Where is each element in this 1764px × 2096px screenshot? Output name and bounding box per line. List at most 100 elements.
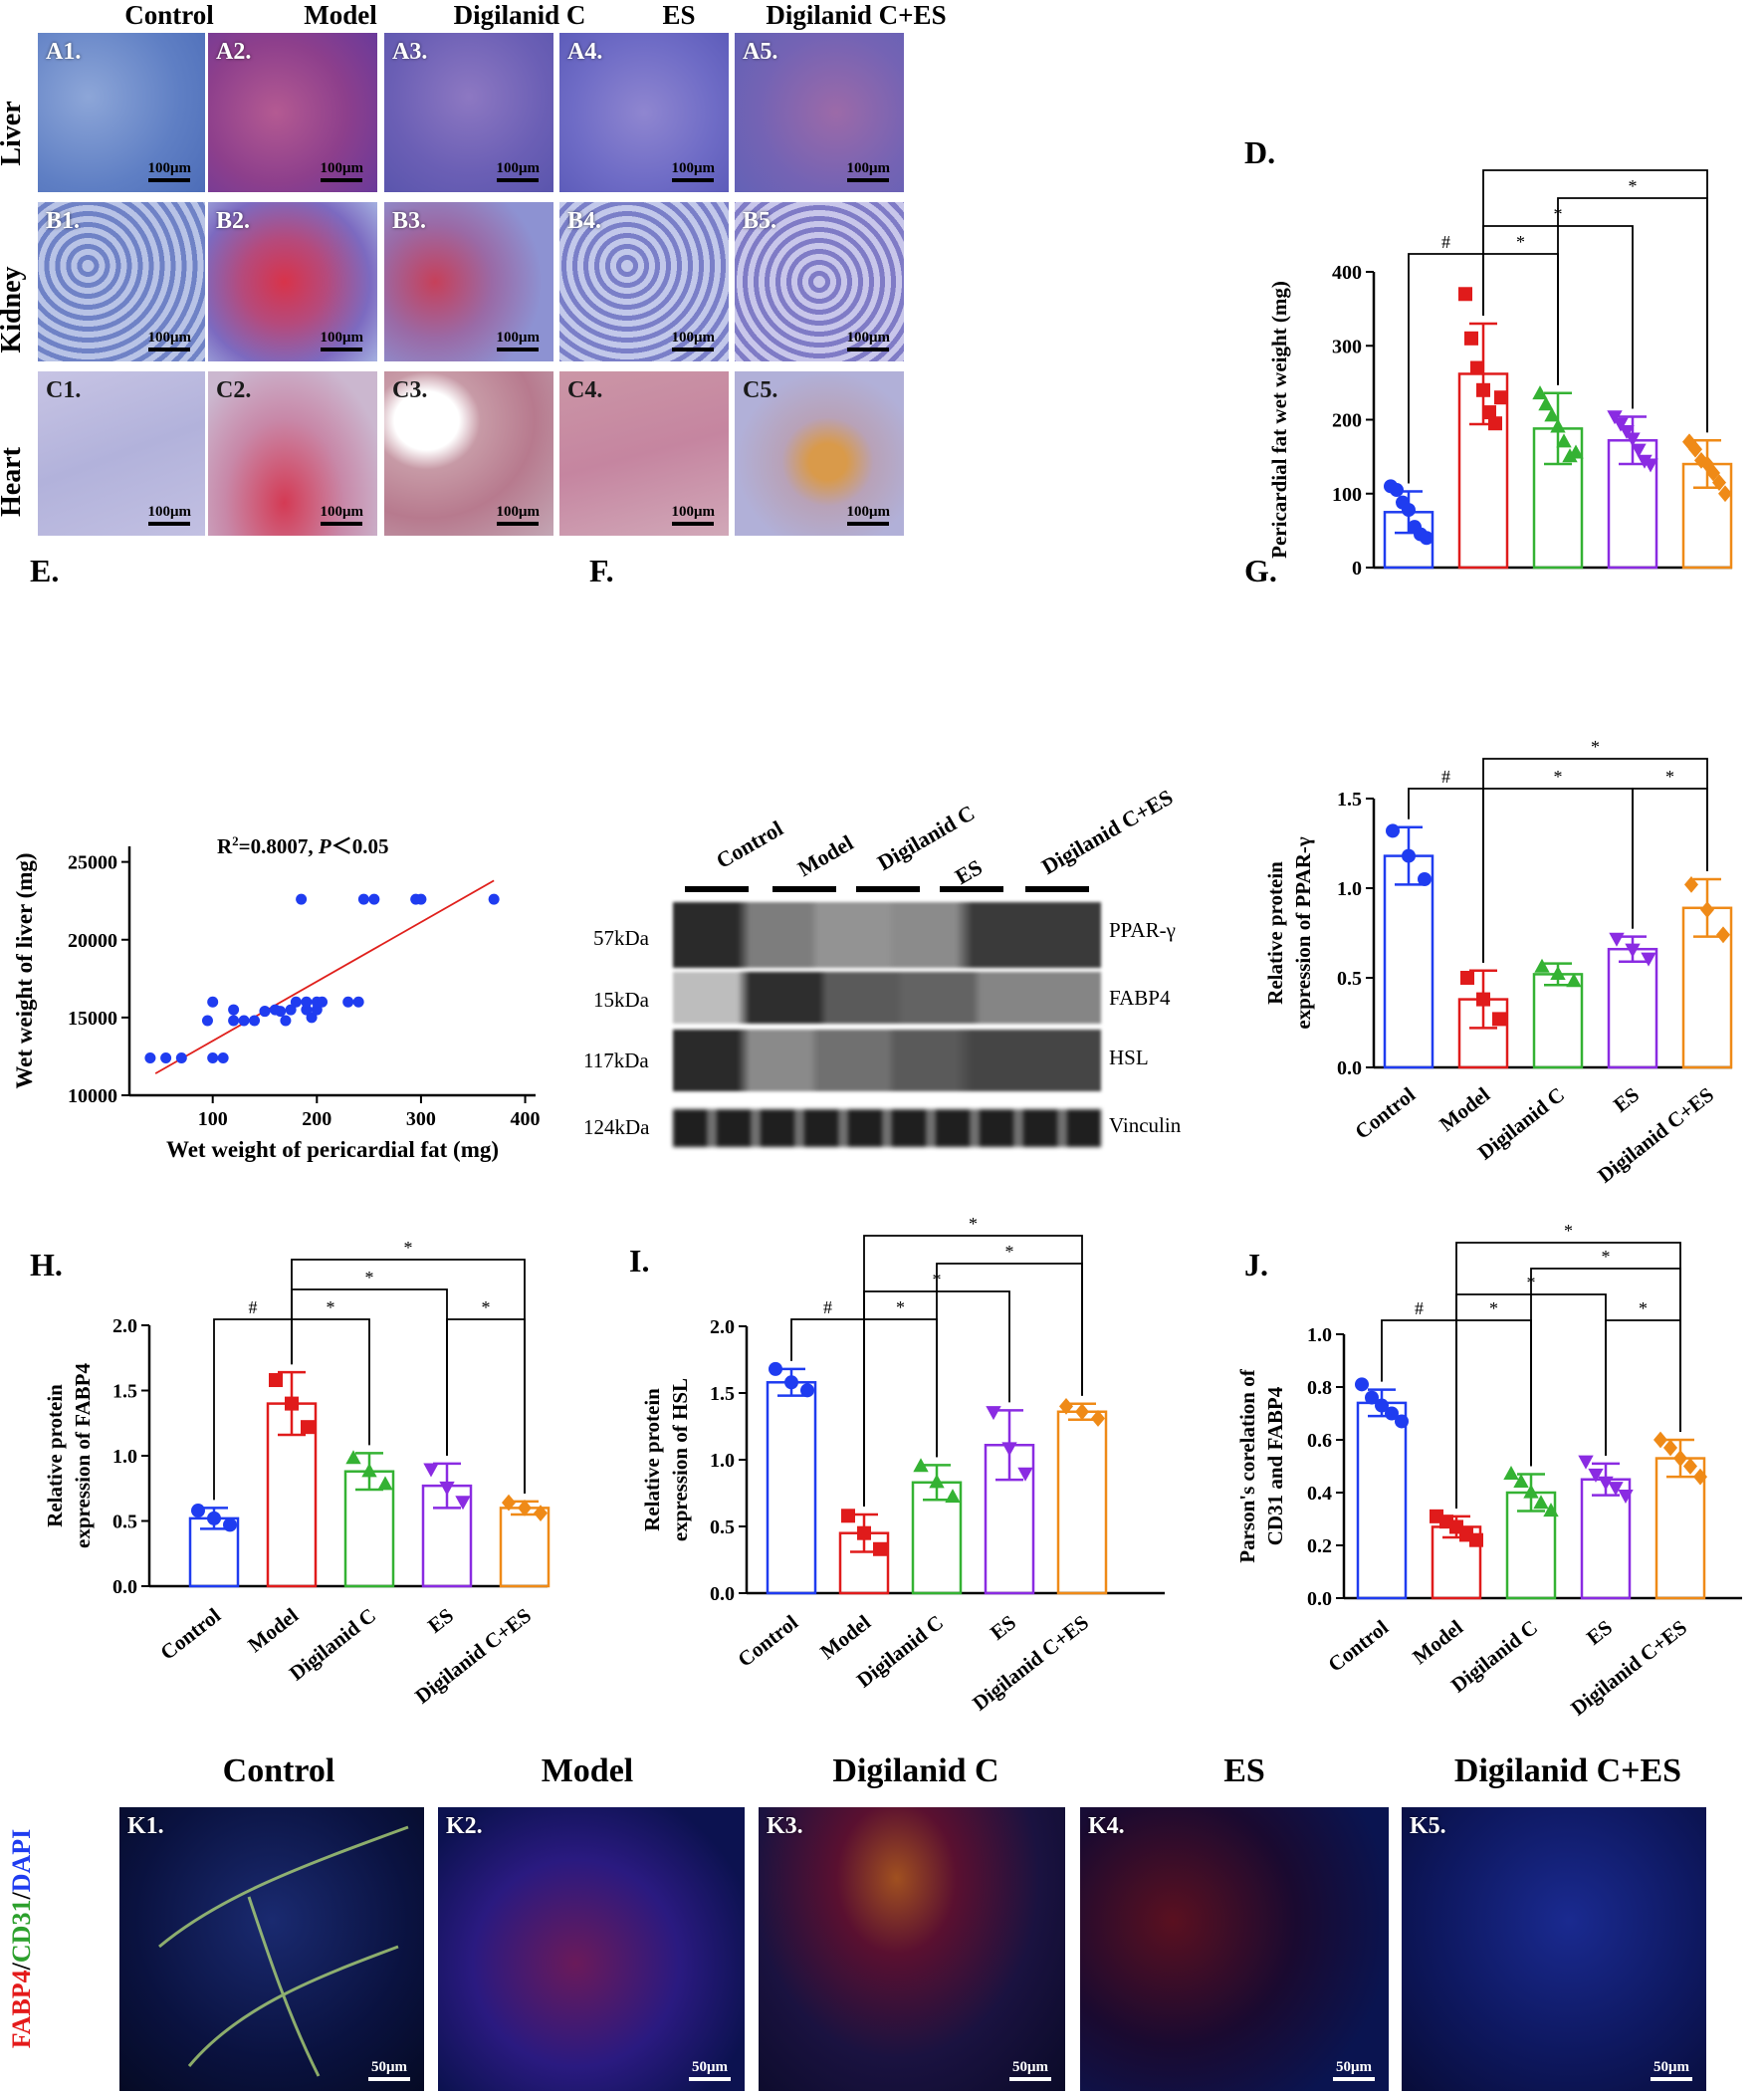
panel-letter-d: D. — [1244, 134, 1276, 170]
y-tick-label: 1.5 — [112, 1381, 137, 1403]
histology-panel: B5. 100μm — [735, 202, 904, 361]
histology-panel: C1. 100μm — [38, 371, 205, 536]
y-axis-label: Relative protein — [640, 1388, 664, 1531]
data-point — [1566, 973, 1582, 988]
data-point — [361, 1463, 377, 1478]
data-point — [1544, 407, 1560, 422]
protein-label: PPAR-γ — [1109, 918, 1176, 942]
blot-band-ppar — [673, 902, 1101, 968]
y-tick-label: 0.8 — [1307, 1377, 1332, 1399]
data-point — [1488, 416, 1502, 431]
y-tick-label: 0.4 — [1307, 1483, 1332, 1505]
data-point — [929, 1474, 945, 1489]
significance-bracket — [1482, 253, 1559, 385]
histology-panel: C4. 100μm — [559, 371, 729, 536]
data-point — [1700, 901, 1714, 918]
x-tick-label: 100 — [198, 1108, 228, 1130]
data-point — [1609, 932, 1625, 947]
scale-bar: 100μm — [148, 160, 191, 182]
data-point — [1469, 1532, 1483, 1547]
histology-panel: B4. 100μm — [559, 202, 729, 361]
y-axis-label: Parson's corelation of — [1235, 1368, 1259, 1562]
scale-bar: 50μm — [1009, 2059, 1051, 2081]
data-point — [201, 1015, 213, 1027]
chart-pearson: 0.0 0.2 0.4 0.6 0.8 1.0 Parson's corelation of… — [1235, 1221, 1742, 1721]
data-point — [945, 1489, 961, 1504]
data-point — [1688, 440, 1702, 458]
data-point — [160, 1052, 172, 1063]
data-point — [191, 1504, 205, 1518]
x-tick-label: Control — [155, 1603, 225, 1665]
y-tick-label: 15000 — [68, 1008, 117, 1030]
data-point — [296, 893, 308, 905]
y-tick-label: 1.0 — [710, 1450, 735, 1472]
bar — [1056, 1410, 1108, 1595]
data-point — [1534, 958, 1550, 973]
data-point — [1017, 1467, 1033, 1482]
row-header-heart: Heart — [0, 447, 27, 517]
x-tick-label: 200 — [302, 1108, 331, 1130]
data-point — [1402, 503, 1416, 518]
data-point — [1683, 1458, 1697, 1475]
y-tick-label: 100 — [1332, 484, 1362, 506]
significance-label: * — [1489, 1298, 1498, 1318]
data-point — [290, 996, 302, 1008]
panel-letter-f: F. — [589, 553, 614, 588]
data-point — [769, 1361, 782, 1376]
significance-label: * — [1591, 737, 1600, 757]
significance-label: * — [1665, 767, 1674, 787]
lane-group-bar — [685, 886, 749, 892]
y-tick-label: 1.0 — [112, 1446, 137, 1468]
panel-label: K4. — [1088, 1813, 1125, 1839]
regression-line — [154, 879, 495, 1074]
data-point — [1492, 1012, 1506, 1027]
significance-bracket — [863, 1235, 1083, 1507]
bar — [1356, 1401, 1408, 1600]
y-tick-label: 25000 — [68, 852, 117, 874]
y-tick-label: 300 — [1332, 336, 1362, 357]
bar — [766, 1381, 817, 1595]
significance-label: # — [1441, 232, 1450, 252]
data-point — [1625, 432, 1641, 447]
x-tick-label: Control — [1350, 1082, 1420, 1144]
if-panel: K1. 50μm — [119, 1807, 424, 2091]
data-point — [228, 1015, 240, 1027]
data-point — [1712, 474, 1726, 492]
data-point — [1470, 360, 1484, 375]
histology-panel: C2. 100μm — [208, 371, 377, 536]
panel-label: K5. — [1410, 1813, 1446, 1839]
data-point — [1608, 1482, 1624, 1497]
scale-bar: 100μm — [148, 504, 191, 526]
lane-group-label: Control — [712, 815, 787, 874]
col-header-combo: Digilanid C+ES — [766, 0, 947, 30]
data-point — [269, 1373, 283, 1388]
y-tick-label: 0.2 — [1307, 1535, 1332, 1557]
if-panel: K3. 50μm — [759, 1807, 1065, 2091]
data-point — [1458, 287, 1472, 302]
if-panel: K5. 50μm — [1402, 1807, 1706, 2091]
y-tick-label: 1.0 — [1337, 878, 1362, 900]
panel-label: B3. — [392, 208, 427, 234]
panel-label: A2. — [216, 39, 252, 65]
significance-bracket — [291, 1259, 526, 1494]
x-axis-label: Wet weight of pericardial fat (mg) — [166, 1137, 499, 1162]
data-point — [986, 1406, 1001, 1421]
significance-bracket — [790, 1318, 865, 1507]
data-point — [1641, 952, 1656, 967]
chart-pericardial-fat: 0 100 200 300 400 Pericardial fat wet weight … — [1267, 164, 1733, 580]
data-point — [285, 1004, 297, 1016]
data-point — [1619, 425, 1635, 440]
protein-label: HSL — [1109, 1046, 1149, 1069]
x-tick-label: 400 — [511, 1108, 541, 1130]
data-point — [306, 1012, 318, 1024]
y-axis-label: Relative protein — [1263, 861, 1287, 1005]
data-point — [1578, 1455, 1594, 1470]
histology-panel: A3. 100μm — [384, 33, 553, 192]
if-panel: K4. 50μm — [1080, 1807, 1389, 2091]
data-point — [1418, 872, 1432, 886]
data-point — [1402, 848, 1416, 863]
significance-label: # — [823, 1297, 832, 1317]
significance-label: * — [1564, 1221, 1573, 1241]
panel-label: B1. — [46, 208, 81, 234]
chart-scatter-liver: 10000 15000 20000 25000 100 200 300 400 Wet weig… — [12, 846, 541, 1162]
